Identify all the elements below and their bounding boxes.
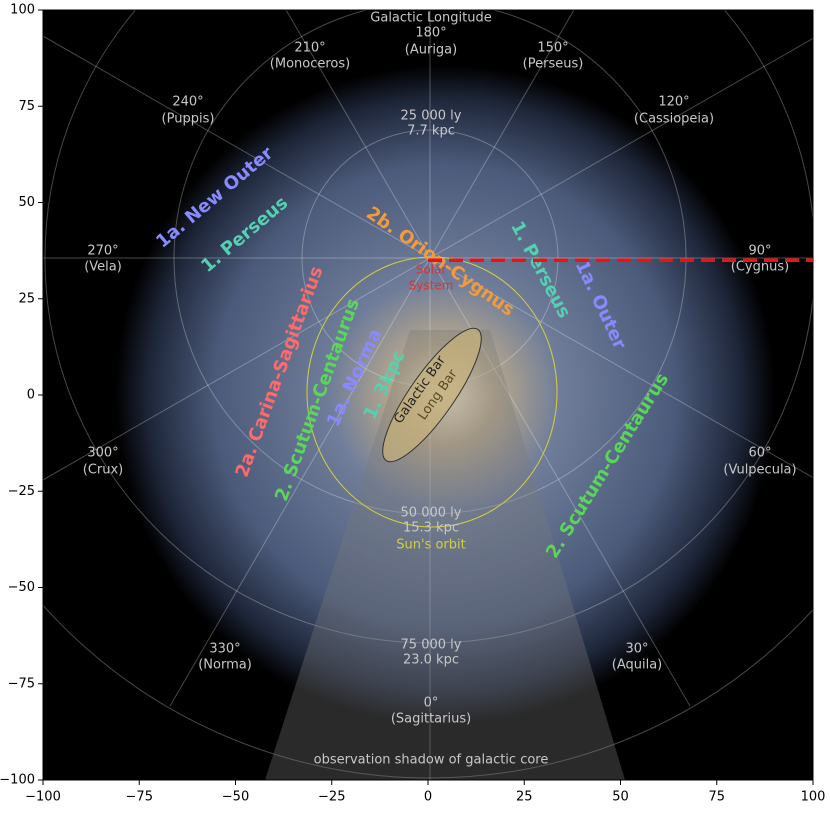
y-tick-label: −75: [8, 676, 35, 691]
x-tick-label: 50: [612, 790, 629, 805]
image-label: (Vela): [84, 260, 122, 275]
y-tick-label: −25: [8, 484, 35, 499]
y-tick-label: 25: [18, 291, 35, 306]
image-label: 15.3 kpc: [403, 521, 459, 536]
image-label: (Monoceros): [270, 57, 350, 72]
x-tick-label: −100: [25, 790, 61, 805]
image-label: 270°: [87, 244, 118, 259]
image-label: 75 000 ly: [401, 638, 462, 653]
image-label: 300°: [87, 446, 118, 461]
image-label: 25 000 ly: [401, 109, 462, 124]
image-label: (Crux): [83, 463, 124, 478]
image-label: 7.7 kpc: [407, 124, 455, 139]
image-label: observation shadow of galactic core: [314, 753, 549, 768]
image-label: (Norma): [198, 658, 252, 673]
image-label: (Cassiopeia): [634, 112, 714, 127]
image-label: (Aquila): [612, 658, 663, 673]
image-label: 150°: [537, 41, 568, 56]
image-label: Solar: [416, 263, 447, 277]
y-tick-label: −50: [8, 580, 35, 595]
image-label: (Perseus): [523, 57, 584, 72]
image-label: (Vulpecula): [723, 463, 796, 478]
image-label: 60°: [748, 446, 771, 461]
image-label: (Cygnus): [731, 260, 789, 275]
image-label: 120°: [658, 95, 689, 110]
y-tick-label: 50: [18, 195, 35, 210]
image-label: 0°: [424, 696, 439, 711]
y-tick-label: 100: [10, 3, 35, 18]
image-label: System: [409, 279, 454, 293]
y-tick-label: 75: [18, 99, 35, 114]
x-tick-label: 75: [708, 790, 725, 805]
image-label: 210°: [294, 41, 325, 56]
image-label: 240°: [172, 95, 203, 110]
image-label: Sun's orbit: [396, 538, 465, 553]
x-tick-label: 100: [801, 790, 826, 805]
y-tick-label: 0: [27, 388, 35, 403]
image-label: (Sagittarius): [391, 712, 471, 727]
image-label: (Auriga): [405, 43, 457, 58]
image-label: 30°: [625, 642, 648, 657]
x-tick-label: 0: [424, 790, 432, 805]
x-tick-label: −50: [222, 790, 249, 805]
x-tick-label: −75: [126, 790, 153, 805]
x-tick-label: 25: [516, 790, 533, 805]
image-label: Galactic Longitude: [370, 11, 491, 26]
y-tick-label: −100: [0, 773, 35, 788]
image-label: 180°: [415, 26, 446, 41]
image-label: 330°: [209, 642, 240, 657]
image-label: (Puppis): [162, 112, 215, 127]
image-label: 23.0 kpc: [403, 653, 459, 668]
x-tick-label: −25: [318, 790, 345, 805]
image-label: 90°: [748, 244, 771, 259]
image-label: 50 000 ly: [401, 506, 462, 521]
